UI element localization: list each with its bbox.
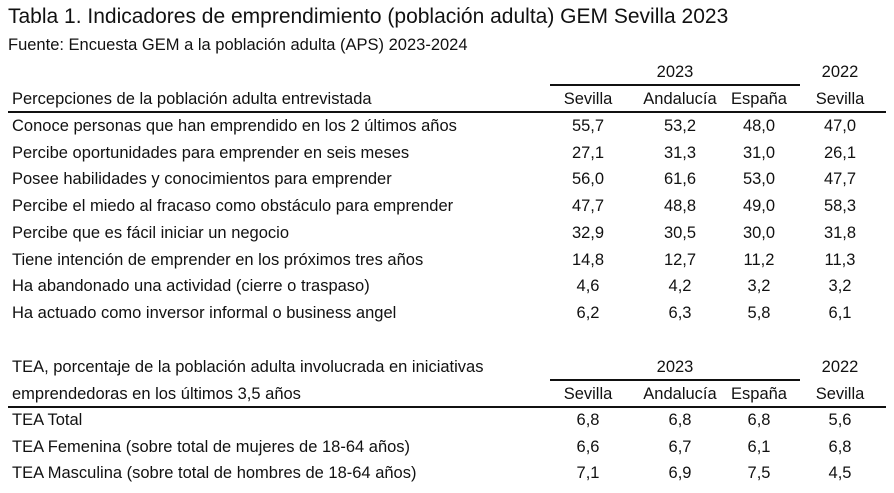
table-source: Fuente: Encuesta GEM a la población adul… bbox=[8, 36, 468, 54]
column-header: España bbox=[731, 90, 787, 108]
row-value: 11,2 bbox=[743, 250, 775, 269]
row-value: 6,7 bbox=[668, 437, 692, 456]
row-value: 32,9 bbox=[571, 223, 605, 242]
row-value: 7,5 bbox=[747, 464, 771, 483]
row-value: 3,2 bbox=[747, 277, 771, 296]
year-2023-header: 2023 bbox=[656, 358, 694, 376]
row-value: 6,8 bbox=[576, 411, 600, 429]
row-label: Percibe oportunidades para emprender en … bbox=[12, 143, 410, 162]
row-value: 30,0 bbox=[742, 223, 776, 242]
header-rule bbox=[8, 406, 886, 408]
row-value: 47,7 bbox=[571, 197, 605, 216]
row-label: TEA Total bbox=[12, 411, 83, 429]
column-header: España bbox=[731, 385, 787, 403]
row-value: 31,8 bbox=[823, 223, 857, 242]
row-value: 47,0 bbox=[823, 117, 857, 135]
table-header-label: Percepciones de la población adulta entr… bbox=[12, 90, 372, 108]
row-value: 48,8 bbox=[663, 197, 697, 216]
row-label: Percibe el miedo al fracaso como obstácu… bbox=[12, 197, 454, 216]
year-2022-header: 2022 bbox=[821, 63, 859, 81]
table-header-label: emprendedoras en los últimos 3,5 años bbox=[12, 385, 301, 403]
column-header: Sevilla bbox=[815, 385, 865, 403]
row-value: 56,0 bbox=[571, 170, 605, 189]
row-value: 6,6 bbox=[576, 437, 600, 456]
row-value: 26,1 bbox=[823, 143, 857, 162]
header-rule bbox=[8, 111, 886, 113]
row-value: 11,3 bbox=[824, 250, 856, 269]
column-header: Andalucía bbox=[643, 385, 717, 403]
row-value: 6,9 bbox=[668, 464, 692, 483]
row-label: Ha actuado como inversor informal o busi… bbox=[12, 303, 397, 322]
row-label: Posee habilidades y conocimientos para e… bbox=[12, 170, 392, 189]
year-underline bbox=[550, 84, 800, 86]
row-value: 6,3 bbox=[668, 303, 692, 322]
row-label: TEA Masculina (sobre total de hombres de… bbox=[12, 464, 417, 483]
row-value: 4,5 bbox=[828, 464, 852, 483]
row-value: 55,7 bbox=[571, 117, 605, 135]
row-label: Ha abandonado una actividad (cierre o tr… bbox=[12, 277, 370, 296]
row-value: 53,2 bbox=[663, 117, 697, 135]
year-2023-header: 2023 bbox=[656, 63, 694, 81]
row-value: 58,3 bbox=[823, 197, 857, 216]
row-value: 6,1 bbox=[828, 303, 852, 322]
row-value: 48,0 bbox=[742, 117, 776, 135]
row-value: 5,6 bbox=[828, 411, 852, 429]
row-label: Percibe que es fácil iniciar un negocio bbox=[12, 223, 289, 242]
row-value: 53,0 bbox=[742, 170, 776, 189]
row-value: 49,0 bbox=[742, 197, 776, 216]
row-value: 6,8 bbox=[668, 411, 692, 429]
row-label: TEA Femenina (sobre total de mujeres de … bbox=[12, 437, 411, 456]
row-value: 31,0 bbox=[742, 143, 776, 162]
year-underline bbox=[550, 379, 800, 381]
column-header: Andalucía bbox=[643, 90, 717, 108]
row-value: 6,2 bbox=[576, 303, 600, 322]
row-value: 6,1 bbox=[747, 437, 771, 456]
row-value: 61,6 bbox=[663, 170, 697, 189]
row-value: 31,3 bbox=[663, 143, 697, 162]
row-value: 7,1 bbox=[576, 464, 600, 483]
row-value: 12,7 bbox=[663, 250, 697, 269]
row-value: 4,6 bbox=[576, 277, 600, 296]
row-value: 27,1 bbox=[571, 143, 605, 162]
table-title: Tabla 1. Indicadores de emprendimiento (… bbox=[8, 5, 729, 28]
row-value: 30,5 bbox=[663, 223, 697, 242]
row-value: 14,8 bbox=[571, 250, 605, 269]
column-header: Sevilla bbox=[563, 90, 613, 108]
column-header: Sevilla bbox=[815, 90, 865, 108]
row-value: 4,2 bbox=[668, 277, 692, 296]
row-value: 6,8 bbox=[828, 437, 852, 456]
row-value: 47,7 bbox=[823, 170, 857, 189]
row-value: 3,2 bbox=[828, 277, 852, 296]
column-header: Sevilla bbox=[563, 385, 613, 403]
table-header-label: TEA, porcentaje de la población adulta i… bbox=[12, 358, 484, 376]
row-label: Tiene intención de emprender en los próx… bbox=[12, 250, 424, 269]
row-value: 6,8 bbox=[747, 411, 771, 429]
year-2022-header: 2022 bbox=[821, 358, 859, 376]
row-value: 5,8 bbox=[747, 303, 771, 322]
row-label: Conoce personas que han emprendido en lo… bbox=[12, 117, 457, 135]
